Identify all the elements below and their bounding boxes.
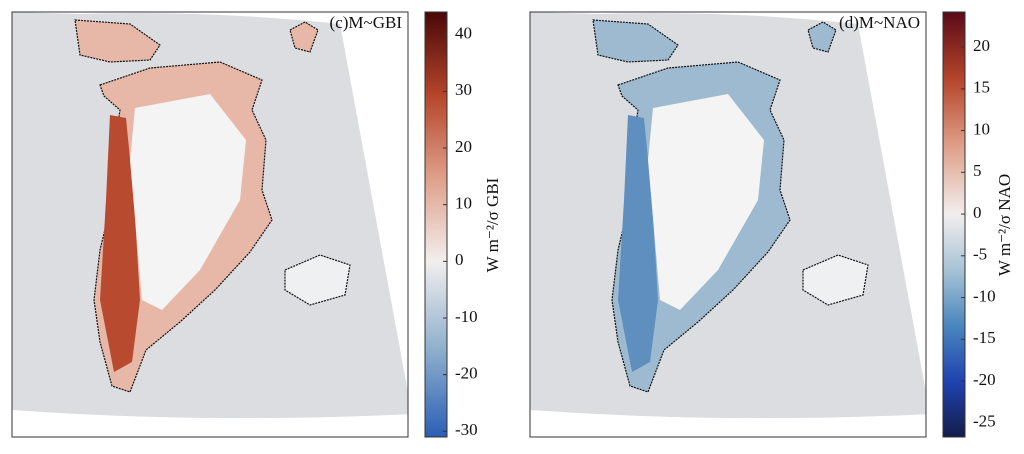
iceland xyxy=(802,254,869,306)
panel: (d)M~NAO 20 15 10 5 0 -5 -10 -15 -20 -25 W m⁻²/σ NA… xyxy=(529,11,1014,438)
ellesmere xyxy=(74,19,161,63)
colorbar-tick-label: 40 xyxy=(455,24,472,43)
panel: (c)M~GBI 40 30 20 10 0 -10 -20 -30 W m⁻²/σ GBI xyxy=(11,11,502,439)
colorbar xyxy=(424,11,448,438)
west-margin xyxy=(618,115,658,372)
colorbar-label: W m⁻²/σ NAO xyxy=(995,174,1014,276)
colorbar-tick-label: 10 xyxy=(455,194,472,213)
colorbar-tick-label: 30 xyxy=(455,80,472,99)
colorbar-tick-label: -25 xyxy=(973,412,996,431)
colorbar-tick-label: -20 xyxy=(455,364,478,383)
ice-sheet xyxy=(648,94,764,310)
svalbard xyxy=(289,21,319,53)
panel-label: (c)M~GBI xyxy=(330,13,403,32)
colorbar-tick-label: -5 xyxy=(973,245,987,264)
colorbar-tick-label: 15 xyxy=(973,78,990,97)
west-margin xyxy=(100,115,140,372)
map xyxy=(530,12,926,419)
colorbar-tick-label: 0 xyxy=(455,250,464,269)
colorbar xyxy=(942,11,966,438)
colorbar-tick-label: 20 xyxy=(455,137,472,156)
ellesmere xyxy=(592,19,679,63)
colorbar-tick-label: 20 xyxy=(973,36,990,55)
ice-sheet xyxy=(130,94,246,310)
colorbar-tick-label: -20 xyxy=(973,370,996,389)
panel-label: (d)M~NAO xyxy=(839,13,920,32)
map-frame xyxy=(529,11,927,438)
iceland xyxy=(284,254,351,306)
colorbar-tick-label: -30 xyxy=(455,420,478,439)
map xyxy=(12,12,408,419)
colorbar-tick-label: 5 xyxy=(973,161,982,180)
map-frame xyxy=(11,11,409,438)
colorbar-tick-label: 0 xyxy=(973,203,982,222)
colorbar-tick-label: 10 xyxy=(973,119,990,138)
colorbar-label: W m⁻²/σ GBI xyxy=(483,177,502,272)
panels: (c)M~GBI 40 30 20 10 0 -10 -20 -30 W m⁻²/σ GBI (d)… xyxy=(11,11,1014,439)
colorbar-tick-label: -15 xyxy=(973,328,996,347)
colorbar-tick-label: -10 xyxy=(973,286,996,305)
svalbard xyxy=(807,21,837,53)
colorbar-tick-label: -10 xyxy=(455,307,478,326)
